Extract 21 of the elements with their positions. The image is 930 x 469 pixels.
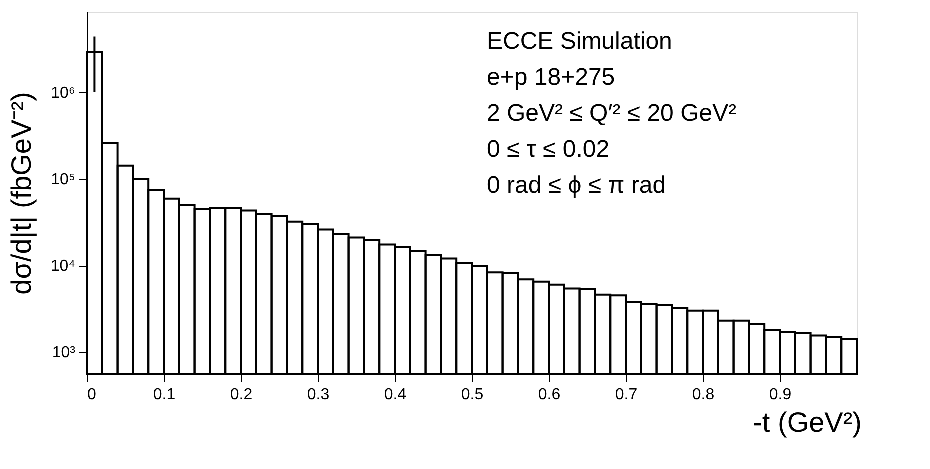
annotation: 0 rad ≤ ϕ ≤ π rad bbox=[487, 172, 666, 199]
annotation: e+p 18+275 bbox=[487, 64, 616, 91]
y-tick-label: 10³ bbox=[52, 344, 76, 362]
x-tick-label: 0.9 bbox=[769, 386, 792, 404]
x-tick-label: 0.3 bbox=[307, 386, 330, 404]
x-tick-label: 0.8 bbox=[692, 386, 715, 404]
x-tick-label: 0.2 bbox=[230, 386, 253, 404]
annotation: ECCE Simulation bbox=[487, 28, 672, 55]
y-axis-title: dσ/d|t| (fbGeV⁻²) bbox=[6, 92, 37, 295]
annotation: 2 GeV² ≤ Q′² ≤ 20 GeV² bbox=[487, 100, 737, 127]
y-tick-label: 10⁶ bbox=[51, 84, 76, 102]
x-tick-label: 0 bbox=[88, 386, 96, 404]
x-axis-title: -t (GeV²) bbox=[753, 407, 862, 438]
x-tick-label: 0.4 bbox=[384, 386, 407, 404]
x-tick-label: 0.6 bbox=[538, 386, 561, 404]
annotation: 0 ≤ τ ≤ 0.02 bbox=[487, 136, 610, 163]
x-tick-label: 0.7 bbox=[615, 386, 638, 404]
x-tick-label: 0.5 bbox=[461, 386, 484, 404]
y-tick-label: 10⁴ bbox=[50, 258, 76, 276]
x-tick-label: 0.1 bbox=[153, 386, 176, 404]
y-tick-label: 10⁵ bbox=[51, 172, 76, 189]
